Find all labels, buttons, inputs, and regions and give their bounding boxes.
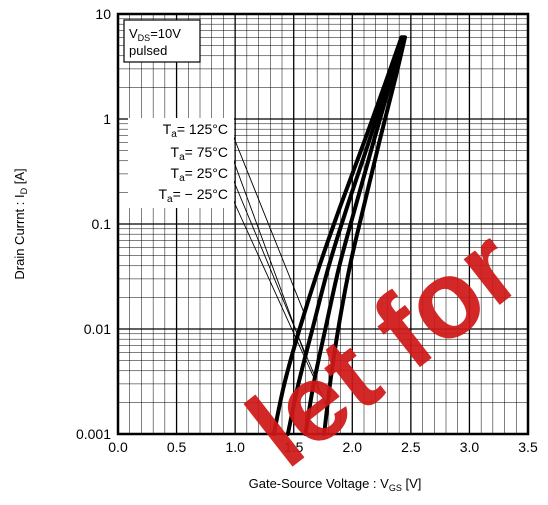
x-axis-title-main: Gate-Source Voltage : V (249, 476, 390, 491)
series-label-backing (128, 118, 234, 208)
series-label-0: Ta= 125°C (163, 121, 228, 140)
y-axis-title-main: Drain Currnt : I (12, 194, 27, 279)
series-label-3-main: T (158, 186, 167, 202)
series-label-3-sub: a (167, 194, 173, 205)
x-tick-label: 3.0 (460, 439, 480, 455)
series-leader-3 (229, 192, 328, 408)
condition-line-1: VDS=10V (129, 26, 181, 43)
condition-line-1-sub: DS (138, 33, 151, 43)
y-tick-label: 0.1 (92, 216, 112, 232)
series-curve-0 (271, 35, 404, 436)
series-label-0-sub: a (171, 129, 177, 140)
series-label-1-sub: a (179, 152, 185, 163)
series-label-3: Ta= − 25°C (158, 186, 228, 205)
condition-line-1-rest: =10V (150, 26, 181, 41)
y-axis-title-sub: D (19, 187, 29, 194)
series-curve-1 (285, 35, 405, 436)
x-tick-label: 1.5 (284, 439, 304, 455)
series-leader-2 (229, 171, 316, 378)
x-tick-label: 2.5 (401, 439, 421, 455)
series-label-2-main: T (171, 165, 180, 181)
x-axis-title-rest: [V] (402, 476, 422, 491)
y-axis-title: Drain Currnt : ID [A] (12, 168, 29, 279)
condition-line-2: pulsed (129, 43, 167, 58)
y-axis-title-rest: [A] (12, 168, 27, 188)
series-label-1-main: T (171, 144, 180, 160)
x-tick-label: 2.0 (343, 439, 363, 455)
x-tick-label: 0.5 (167, 439, 187, 455)
x-axis-title: Gate-Source Voltage : VGS [V] (249, 476, 422, 493)
condition-line-1-main: V (129, 26, 138, 41)
series-curve-3 (322, 35, 407, 436)
label-leaders (229, 127, 328, 408)
series-group (271, 35, 407, 436)
plot-frame (116, 12, 530, 436)
series-label-0-main: T (163, 121, 172, 137)
series-leader-1 (229, 150, 306, 357)
y-tick-label: 0.01 (84, 321, 111, 337)
series-label-2-sub: a (179, 173, 185, 184)
x-tick-label: 0.0 (108, 439, 128, 455)
x-tick-label: 1.0 (225, 439, 245, 455)
plot-border (116, 12, 530, 436)
series-label-1-rest: = 75°C (185, 144, 228, 160)
y-tick-label: 10 (95, 6, 111, 22)
series-label-2: Ta= 25°C (171, 165, 228, 184)
annotations: Ta= 125°CTa= 75°CTa= 25°CTa= − 25°CVDS=1… (123, 19, 234, 208)
y-tick-label: 1 (103, 111, 111, 127)
series-label-0-rest: = 125°C (177, 121, 228, 137)
x-axis-title-sub: GS (389, 483, 402, 493)
y-tick-label: 0.001 (76, 426, 111, 442)
series-label-1: Ta= 75°C (171, 144, 228, 163)
tick-labels: 0.0 0.5 1.0 1.5 2.0 2.5 3.0 3.5 10 1 0.1 0.01 0.001 G… (12, 6, 538, 493)
series-leader-0 (229, 127, 305, 314)
series-label-3-rest: = − 25°C (173, 186, 228, 202)
x-tick-label: 3.5 (518, 439, 538, 455)
series-label-2-rest: = 25°C (185, 165, 228, 181)
watermark: let for (226, 205, 543, 490)
watermark-text: let for (226, 205, 543, 490)
condition-box (123, 19, 201, 63)
